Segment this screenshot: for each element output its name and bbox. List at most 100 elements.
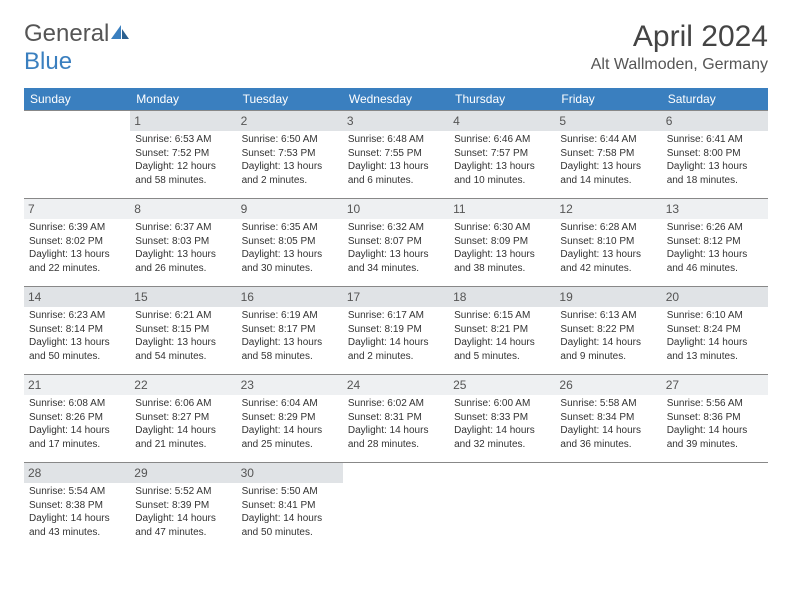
day-cell: 27Sunrise: 5:56 AMSunset: 8:36 PMDayligh… <box>662 375 768 463</box>
daylight-text: Daylight: 14 hours and 47 minutes. <box>135 512 231 539</box>
day-info: Sunrise: 6:30 AMSunset: 8:09 PMDaylight:… <box>453 221 551 275</box>
sunset-text: Sunset: 8:31 PM <box>348 411 444 425</box>
day-cell: 19Sunrise: 6:13 AMSunset: 8:22 PMDayligh… <box>555 287 661 375</box>
daylight-text: Daylight: 14 hours and 9 minutes. <box>560 336 656 363</box>
day-cell: 18Sunrise: 6:15 AMSunset: 8:21 PMDayligh… <box>449 287 555 375</box>
day-number: 26 <box>555 375 661 395</box>
daylight-text: Daylight: 13 hours and 14 minutes. <box>560 160 656 187</box>
sunrise-text: Sunrise: 6:23 AM <box>29 309 125 323</box>
day-number: 11 <box>449 199 555 219</box>
calendar-table: SundayMondayTuesdayWednesdayThursdayFrid… <box>24 88 768 551</box>
logo: GeneralBlue <box>24 20 131 76</box>
sunrise-text: Sunrise: 6:28 AM <box>560 221 656 235</box>
day-number: 20 <box>662 287 768 307</box>
daylight-text: Daylight: 14 hours and 17 minutes. <box>29 424 125 451</box>
sunset-text: Sunset: 7:58 PM <box>560 147 656 161</box>
sunrise-text: Sunrise: 6:15 AM <box>454 309 550 323</box>
sunset-text: Sunset: 8:21 PM <box>454 323 550 337</box>
day-cell: 7Sunrise: 6:39 AMSunset: 8:02 PMDaylight… <box>24 199 130 287</box>
logo-text-1: General <box>24 20 109 47</box>
day-number: 8 <box>130 199 236 219</box>
day-cell: 9Sunrise: 6:35 AMSunset: 8:05 PMDaylight… <box>237 199 343 287</box>
weekday-header: Saturday <box>662 88 768 111</box>
day-number: 28 <box>24 463 130 483</box>
day-number: 15 <box>130 287 236 307</box>
title-block: April 2024 Alt Wallmoden, Germany <box>591 20 768 74</box>
day-cell: 3Sunrise: 6:48 AMSunset: 7:55 PMDaylight… <box>343 111 449 199</box>
sunrise-text: Sunrise: 6:53 AM <box>135 133 231 147</box>
day-cell: 23Sunrise: 6:04 AMSunset: 8:29 PMDayligh… <box>237 375 343 463</box>
sunset-text: Sunset: 8:33 PM <box>454 411 550 425</box>
day-cell: 6Sunrise: 6:41 AMSunset: 8:00 PMDaylight… <box>662 111 768 199</box>
header: GeneralBlue April 2024 Alt Wallmoden, Ge… <box>24 20 768 76</box>
daylight-text: Daylight: 14 hours and 25 minutes. <box>242 424 338 451</box>
sunrise-text: Sunrise: 6:21 AM <box>135 309 231 323</box>
day-cell <box>24 111 130 199</box>
sunrise-text: Sunrise: 6:13 AM <box>560 309 656 323</box>
week-row: 1Sunrise: 6:53 AMSunset: 7:52 PMDaylight… <box>24 111 768 199</box>
day-cell <box>555 463 661 551</box>
logo-text-2: Blue <box>24 48 72 75</box>
day-number: 13 <box>662 199 768 219</box>
day-cell <box>662 463 768 551</box>
sunrise-text: Sunrise: 6:48 AM <box>348 133 444 147</box>
sunset-text: Sunset: 8:39 PM <box>135 499 231 513</box>
sunrise-text: Sunrise: 6:30 AM <box>454 221 550 235</box>
sunset-text: Sunset: 7:57 PM <box>454 147 550 161</box>
day-cell: 22Sunrise: 6:06 AMSunset: 8:27 PMDayligh… <box>130 375 236 463</box>
daylight-text: Daylight: 14 hours and 43 minutes. <box>29 512 125 539</box>
sunrise-text: Sunrise: 6:35 AM <box>242 221 338 235</box>
daylight-text: Daylight: 14 hours and 39 minutes. <box>667 424 763 451</box>
day-info: Sunrise: 6:06 AMSunset: 8:27 PMDaylight:… <box>134 397 232 451</box>
day-number: 29 <box>130 463 236 483</box>
day-number: 18 <box>449 287 555 307</box>
week-row: 21Sunrise: 6:08 AMSunset: 8:26 PMDayligh… <box>24 375 768 463</box>
day-number: 22 <box>130 375 236 395</box>
logo-sail-icon <box>109 20 131 48</box>
day-number: 7 <box>24 199 130 219</box>
sunrise-text: Sunrise: 6:44 AM <box>560 133 656 147</box>
day-info: Sunrise: 6:44 AMSunset: 7:58 PMDaylight:… <box>559 133 657 187</box>
day-info: Sunrise: 6:46 AMSunset: 7:57 PMDaylight:… <box>453 133 551 187</box>
daylight-text: Daylight: 14 hours and 2 minutes. <box>348 336 444 363</box>
sunrise-text: Sunrise: 5:52 AM <box>135 485 231 499</box>
week-row: 28Sunrise: 5:54 AMSunset: 8:38 PMDayligh… <box>24 463 768 551</box>
day-number: 2 <box>237 111 343 131</box>
day-cell: 28Sunrise: 5:54 AMSunset: 8:38 PMDayligh… <box>24 463 130 551</box>
weekday-header: Friday <box>555 88 661 111</box>
day-info: Sunrise: 6:17 AMSunset: 8:19 PMDaylight:… <box>347 309 445 363</box>
day-info: Sunrise: 6:28 AMSunset: 8:10 PMDaylight:… <box>559 221 657 275</box>
sunset-text: Sunset: 8:00 PM <box>667 147 763 161</box>
day-number: 25 <box>449 375 555 395</box>
sunset-text: Sunset: 8:29 PM <box>242 411 338 425</box>
day-number: 10 <box>343 199 449 219</box>
day-number: 23 <box>237 375 343 395</box>
daylight-text: Daylight: 14 hours and 36 minutes. <box>560 424 656 451</box>
day-number: 30 <box>237 463 343 483</box>
day-number: 9 <box>237 199 343 219</box>
day-number: 14 <box>24 287 130 307</box>
day-number: 19 <box>555 287 661 307</box>
day-info: Sunrise: 6:00 AMSunset: 8:33 PMDaylight:… <box>453 397 551 451</box>
daylight-text: Daylight: 13 hours and 10 minutes. <box>454 160 550 187</box>
day-cell: 24Sunrise: 6:02 AMSunset: 8:31 PMDayligh… <box>343 375 449 463</box>
sunset-text: Sunset: 8:15 PM <box>135 323 231 337</box>
day-info: Sunrise: 6:13 AMSunset: 8:22 PMDaylight:… <box>559 309 657 363</box>
week-row: 14Sunrise: 6:23 AMSunset: 8:14 PMDayligh… <box>24 287 768 375</box>
sunset-text: Sunset: 8:07 PM <box>348 235 444 249</box>
weekday-header: Sunday <box>24 88 130 111</box>
daylight-text: Daylight: 13 hours and 50 minutes. <box>29 336 125 363</box>
day-info: Sunrise: 5:50 AMSunset: 8:41 PMDaylight:… <box>241 485 339 539</box>
daylight-text: Daylight: 13 hours and 30 minutes. <box>242 248 338 275</box>
day-info: Sunrise: 6:21 AMSunset: 8:15 PMDaylight:… <box>134 309 232 363</box>
sunrise-text: Sunrise: 6:00 AM <box>454 397 550 411</box>
day-number: 3 <box>343 111 449 131</box>
day-info: Sunrise: 5:54 AMSunset: 8:38 PMDaylight:… <box>28 485 126 539</box>
sunrise-text: Sunrise: 5:58 AM <box>560 397 656 411</box>
day-info: Sunrise: 6:04 AMSunset: 8:29 PMDaylight:… <box>241 397 339 451</box>
day-info: Sunrise: 6:48 AMSunset: 7:55 PMDaylight:… <box>347 133 445 187</box>
day-info: Sunrise: 6:10 AMSunset: 8:24 PMDaylight:… <box>666 309 764 363</box>
day-info: Sunrise: 6:26 AMSunset: 8:12 PMDaylight:… <box>666 221 764 275</box>
weekday-header: Thursday <box>449 88 555 111</box>
sunset-text: Sunset: 8:02 PM <box>29 235 125 249</box>
